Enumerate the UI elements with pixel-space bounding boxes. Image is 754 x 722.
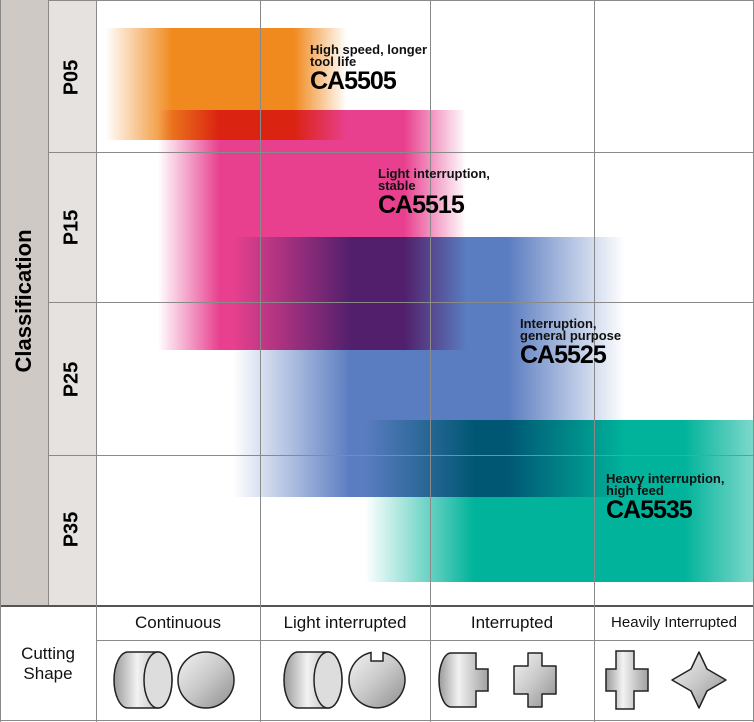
row-label: P05 <box>60 59 83 96</box>
band-ca5535 <box>365 420 754 582</box>
grade-label: High speed, longer tool life CA5505 <box>310 42 428 95</box>
star-cylinder-icon <box>605 650 649 710</box>
grade-description: stable <box>378 178 416 193</box>
grade-description: Interruption, <box>520 316 597 331</box>
cross-cylinder-icon <box>438 652 489 708</box>
grade-description: tool life <box>310 54 357 69</box>
row-label: P15 <box>60 209 83 246</box>
grid-line <box>430 0 431 722</box>
row-label: P35 <box>60 511 83 548</box>
grade-label: Heavy interruption, high feed CA5535 <box>606 471 725 524</box>
grid-line <box>260 0 261 722</box>
column-header: Heavily Interrupted <box>611 614 737 631</box>
star-icon <box>671 651 727 709</box>
grid-line <box>0 605 754 607</box>
grade-description: general purpose <box>520 328 622 343</box>
grid-line <box>0 0 1 722</box>
classification-column <box>0 0 48 605</box>
grid-line <box>48 0 754 1</box>
grade-description: high feed <box>606 483 664 498</box>
cutting-shape-label: Cutting Shape <box>0 607 96 720</box>
grade-description: Light interruption, <box>378 166 490 181</box>
grid-line <box>594 0 595 722</box>
grade-name: CA5525 <box>520 341 607 369</box>
classification-label: Classification <box>11 229 36 373</box>
grid-line <box>96 0 97 722</box>
grade-name: CA5505 <box>310 67 397 95</box>
grid-line <box>48 302 754 303</box>
grid-line <box>96 640 754 641</box>
cylinder-end <box>313 651 343 709</box>
column-header: Interrupted <box>470 612 554 632</box>
grade-description: Heavy interruption, <box>606 471 725 486</box>
column-header: Light interrupted <box>283 612 407 632</box>
column-header: Continuous <box>134 612 221 632</box>
grade-description: High speed, longer <box>310 42 428 57</box>
cylinder-end <box>143 651 173 709</box>
notched-circle-icon <box>348 651 406 709</box>
grid-line <box>0 720 754 721</box>
circle-icon <box>177 651 235 709</box>
grid-line <box>48 0 49 605</box>
grade-name: CA5535 <box>606 496 693 524</box>
grade-name: CA5515 <box>378 191 465 219</box>
cross-icon <box>513 652 557 708</box>
grade-label: Light interruption, stable CA5515 <box>378 166 490 219</box>
row-label: P25 <box>60 361 83 398</box>
grid-line <box>48 455 754 456</box>
grid-line <box>48 152 754 153</box>
label-line: Cutting <box>21 643 75 663</box>
label-line: Shape <box>23 663 73 683</box>
shape-icons <box>113 650 727 710</box>
grade-label: Interruption, general purpose CA5525 <box>520 316 622 369</box>
